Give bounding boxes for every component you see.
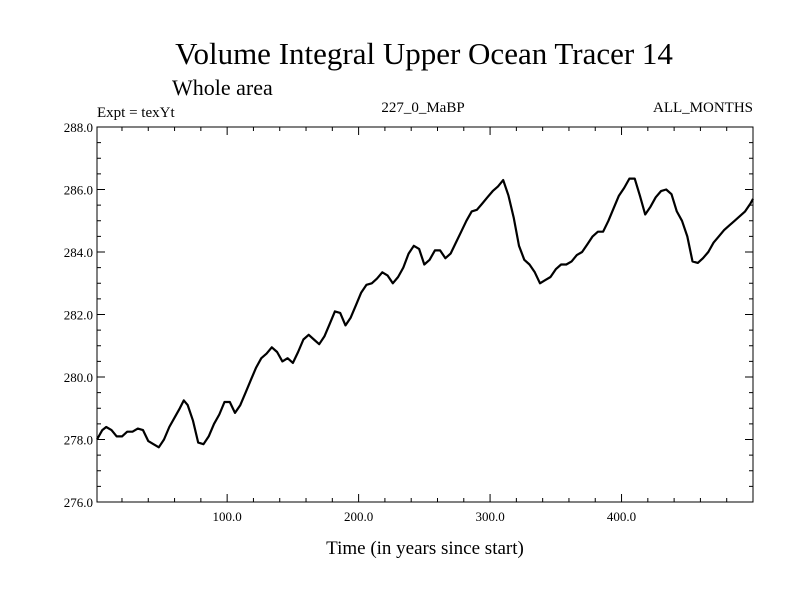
y-tick-label: 276.0	[64, 495, 93, 510]
chart-title: Volume Integral Upper Ocean Tracer 14	[175, 36, 673, 71]
y-axis: 276.0 278.0 280.0 282.0 284.0 286.0 288.0	[64, 120, 753, 510]
x-tick-label: 300.0	[475, 509, 504, 524]
right-label: ALL_MONTHS	[653, 100, 753, 116]
y-tick-label: 280.0	[64, 370, 93, 385]
x-axis-label: Time (in years since start)	[326, 538, 524, 559]
x-tick-label: 200.0	[344, 509, 373, 524]
y-tick-label: 282.0	[64, 308, 93, 323]
plot-frame	[96, 126, 754, 503]
y-tick-label: 284.0	[64, 245, 93, 260]
series-line	[96, 177, 754, 449]
chart-subtitle: Whole area	[172, 75, 273, 100]
y-tick-label: 288.0	[64, 120, 93, 135]
expt-label: Expt = texYt	[97, 105, 175, 121]
y-tick-label: 286.0	[64, 183, 93, 198]
center-label: 227_0_MaBP	[381, 100, 464, 116]
x-tick-label: 400.0	[607, 509, 636, 524]
x-axis: 100.0 200.0 300.0 400.0	[121, 127, 754, 524]
y-tick-label: 278.0	[64, 433, 93, 448]
x-tick-label: 100.0	[213, 509, 242, 524]
